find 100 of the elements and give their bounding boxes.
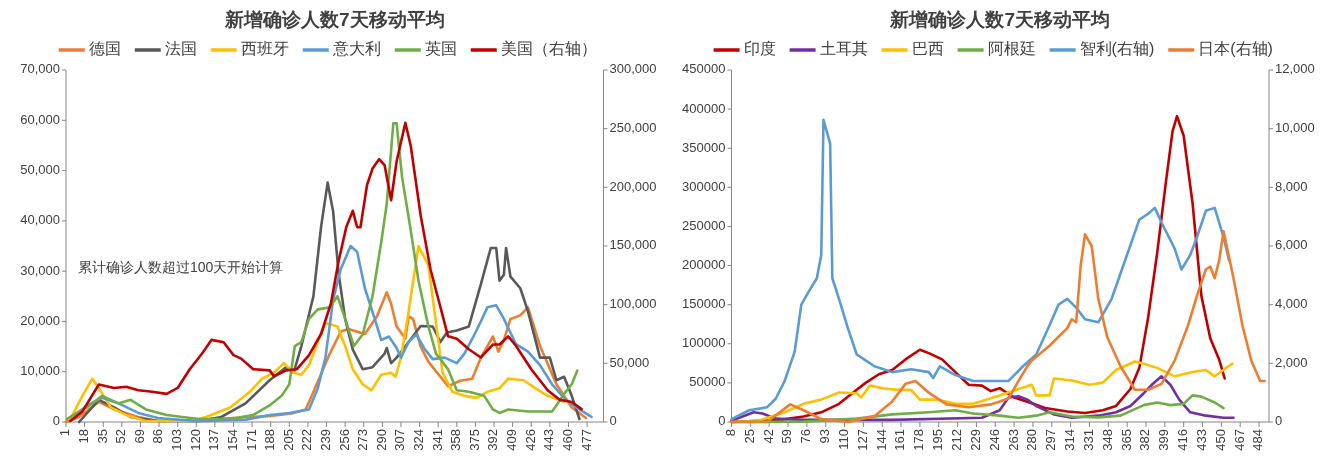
x-tick-label: 365 — [1118, 429, 1134, 451]
x-tick-label: 171 — [243, 429, 259, 451]
x-tick-label: 426 — [522, 429, 538, 451]
x-tick-label: 18 — [76, 429, 92, 444]
y2-tick-label: 250,000 — [609, 120, 657, 136]
y-tick-label: 50000 — [689, 374, 726, 390]
legend-label: 美国（右轴） — [500, 40, 597, 58]
y2-tick-label: 0 — [1275, 413, 1283, 429]
x-tick-label: 307 — [392, 429, 408, 451]
y-tick-label: 100000 — [682, 335, 726, 351]
legend-label: 智利(右轴) — [1079, 40, 1155, 58]
y2-tick-label: 0 — [609, 413, 617, 429]
x-tick-label: 154 — [224, 429, 240, 451]
x-tick-label: 433 — [1193, 429, 1209, 451]
x-tick-label: 341 — [429, 429, 445, 451]
y2-tick-label: 300,000 — [609, 61, 657, 77]
x-tick-label: 144 — [873, 429, 889, 451]
x-tick-label: 59 — [779, 429, 795, 444]
x-tick-label: 212 — [949, 429, 965, 451]
legend-label: 巴西 — [911, 40, 944, 58]
legend-label: 阿根廷 — [987, 40, 1036, 58]
chart-title: 新增确诊人数7天移动平均 — [889, 9, 1111, 30]
x-tick-label: 103 — [169, 429, 185, 451]
line-series — [730, 230, 1266, 424]
x-tick-label: 1 — [57, 429, 73, 437]
x-tick-label: 324 — [411, 429, 427, 451]
y2-tick-label: 6,000 — [1275, 237, 1308, 253]
x-tick-label: 263 — [1005, 429, 1021, 451]
x-tick-label: 280 — [1024, 429, 1040, 451]
y-tick-label: 0 — [718, 413, 726, 429]
legend-label: 德国 — [88, 40, 121, 58]
x-tick-label: 375 — [466, 429, 482, 451]
legend-label: 印度 — [743, 40, 776, 58]
x-tick-label: 256 — [336, 429, 352, 451]
x-tick-label: 399 — [1156, 429, 1172, 451]
y-tick-label: 30,000 — [20, 262, 60, 278]
x-tick-label: 69 — [131, 429, 147, 444]
x-tick-label: 314 — [1062, 429, 1078, 451]
x-tick-label: 229 — [967, 429, 983, 451]
x-tick-label: 76 — [798, 429, 814, 444]
y-tick-label: 200000 — [682, 256, 726, 272]
x-tick-label: 392 — [485, 429, 501, 451]
y-tick-label: 400000 — [682, 100, 726, 116]
y2-tick-label: 10,000 — [1275, 120, 1315, 136]
y-tick-label: 450000 — [682, 61, 726, 77]
x-tick-label: 290 — [373, 429, 389, 451]
x-tick-label: 443 — [541, 429, 557, 451]
y-tick-label: 70,000 — [20, 61, 60, 77]
y-tick-label: 60,000 — [20, 111, 60, 127]
x-tick-label: 8 — [722, 429, 738, 437]
y2-tick-label: 100,000 — [609, 296, 657, 312]
legend-label: 西班牙 — [240, 40, 289, 58]
y-tick-label: 20,000 — [20, 312, 60, 328]
x-tick-label: 450 — [1212, 429, 1228, 451]
y2-tick-label: 150,000 — [609, 237, 657, 253]
x-tick-label: 127 — [854, 429, 870, 451]
y-tick-label: 10,000 — [20, 363, 60, 379]
x-tick-label: 188 — [262, 429, 278, 451]
y-tick-label: 350000 — [682, 139, 726, 155]
x-tick-label: 178 — [911, 429, 927, 451]
legend-label: 日本(右轴) — [1198, 40, 1273, 58]
y2-tick-label: 4,000 — [1275, 296, 1308, 312]
x-tick-label: 205 — [280, 429, 296, 451]
x-tick-label: 35 — [94, 429, 110, 444]
x-tick-label: 93 — [817, 429, 833, 444]
y-tick-label: 150000 — [682, 296, 726, 312]
x-tick-label: 409 — [504, 429, 520, 451]
x-tick-label: 120 — [187, 429, 203, 451]
x-tick-label: 52 — [113, 429, 129, 444]
x-tick-label: 239 — [317, 429, 333, 451]
legend-label: 法国 — [164, 40, 197, 58]
x-tick-label: 467 — [1231, 429, 1247, 451]
x-tick-label: 42 — [760, 429, 776, 444]
x-tick-label: 246 — [986, 429, 1002, 451]
x-tick-label: 382 — [1137, 429, 1153, 451]
y2-tick-label: 8,000 — [1275, 178, 1308, 194]
x-tick-label: 416 — [1175, 429, 1191, 451]
y-tick-label: 0 — [52, 413, 60, 429]
legend-label: 意大利 — [331, 40, 381, 58]
x-tick-label: 358 — [448, 429, 464, 451]
y2-tick-label: 2,000 — [1275, 354, 1308, 370]
x-tick-label: 297 — [1043, 429, 1059, 451]
legend-label: 英国 — [424, 40, 457, 58]
x-tick-label: 477 — [578, 429, 594, 451]
x-tick-label: 161 — [892, 429, 908, 451]
x-tick-label: 273 — [355, 429, 371, 451]
y-tick-label: 250000 — [682, 217, 726, 233]
legend-label: 土耳其 — [819, 40, 868, 58]
x-tick-label: 25 — [741, 429, 757, 444]
x-tick-label: 222 — [299, 429, 315, 451]
chart-title: 新增确诊人数7天移动平均 — [223, 9, 445, 30]
x-tick-label: 86 — [150, 429, 166, 444]
x-tick-label: 484 — [1250, 429, 1266, 451]
x-tick-label: 195 — [930, 429, 946, 451]
y2-tick-label: 200,000 — [609, 178, 657, 194]
x-tick-label: 137 — [206, 429, 222, 451]
annotation: 累计确诊人数超过100天开始计算 — [78, 259, 284, 275]
y2-tick-label: 12,000 — [1275, 61, 1315, 77]
x-tick-label: 110 — [835, 429, 851, 450]
x-tick-label: 331 — [1080, 429, 1096, 451]
